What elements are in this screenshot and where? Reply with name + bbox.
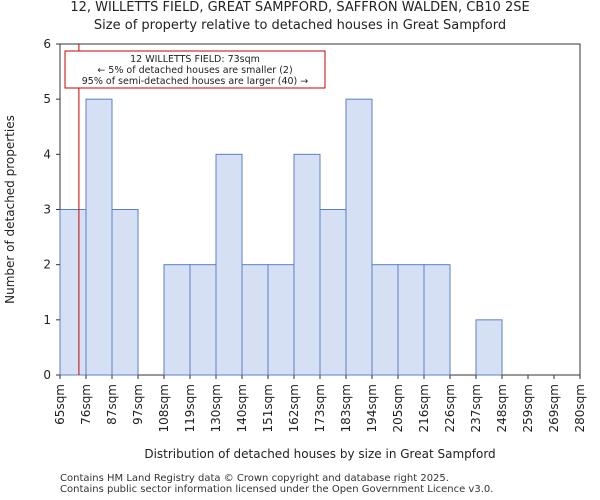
y-tick-label: 2 xyxy=(43,258,51,272)
bar-130sqm xyxy=(215,153,243,376)
x-tick-label: 248sqm xyxy=(495,384,509,432)
bar-183sqm xyxy=(345,98,373,376)
annotation-line: 95% of semi-detached houses are larger (… xyxy=(82,76,309,87)
chart-subtitle: Size of property relative to detached ho… xyxy=(93,18,507,33)
x-tick-label: 108sqm xyxy=(157,384,171,432)
x-tick-label: 194sqm xyxy=(365,384,379,432)
x-tick-label: 216sqm xyxy=(417,384,431,432)
bar-237sqm xyxy=(475,319,503,376)
x-tick-label: 259sqm xyxy=(521,384,535,432)
bar-162sqm xyxy=(293,153,321,376)
x-tick-label: 97sqm xyxy=(131,384,145,425)
bar-65sqm xyxy=(59,209,87,376)
y-tick-label: 4 xyxy=(43,147,51,161)
annotation-line: 12 WILLETTS FIELD: 73sqm xyxy=(130,54,260,65)
y-tick-label: 3 xyxy=(43,203,51,217)
x-tick-label: 280sqm xyxy=(573,384,587,432)
x-tick-label: 140sqm xyxy=(235,384,249,432)
x-tick-label: 87sqm xyxy=(105,384,119,425)
y-tick-label: 1 xyxy=(43,313,51,327)
x-tick-label: 226sqm xyxy=(443,384,457,432)
y-tick-label: 5 xyxy=(43,92,51,106)
annotation-line: ← 5% of detached houses are smaller (2) xyxy=(97,65,292,76)
histogram-chart: 0 1 2 3 4 5 6 65sqm 76sqm 87sqm 97sqm 108sqm 119sqm 1… xyxy=(3,37,587,461)
footer-line-1: Contains HM Land Registry data © Crown c… xyxy=(60,473,449,484)
bar-108sqm xyxy=(163,264,191,376)
footer-line-2: Contains public sector information licen… xyxy=(60,484,494,495)
bar-119sqm xyxy=(189,264,217,376)
bar-205sqm xyxy=(397,264,425,376)
bar-87sqm xyxy=(111,209,139,376)
y-tick-label: 0 xyxy=(43,368,51,382)
x-tick-label: 173sqm xyxy=(313,384,327,432)
x-tick-label: 205sqm xyxy=(391,384,405,432)
x-axis-label: Distribution of detached houses by size … xyxy=(144,447,495,461)
bar-216sqm xyxy=(423,264,451,376)
x-tick-label: 130sqm xyxy=(209,384,223,432)
x-tick-label: 65sqm xyxy=(53,384,67,425)
bar-76sqm xyxy=(85,98,113,376)
bar-173sqm xyxy=(319,209,347,376)
bar-140sqm xyxy=(241,264,269,376)
bar-151sqm xyxy=(267,264,295,376)
x-tick-label: 76sqm xyxy=(79,384,93,425)
y-axis-label: Number of detached properties xyxy=(3,115,17,304)
x-tick-label: 119sqm xyxy=(183,384,197,432)
y-tick-label: 6 xyxy=(43,37,51,51)
bar-194sqm xyxy=(371,264,399,376)
annotation-box xyxy=(64,50,326,89)
x-tick-label: 183sqm xyxy=(339,384,353,432)
x-tick-label: 162sqm xyxy=(287,384,301,432)
chart-title: 12, WILLETTS FIELD, GREAT SAMPFORD, SAFF… xyxy=(70,0,530,15)
x-tick-label: 151sqm xyxy=(261,384,275,432)
x-tick-label: 269sqm xyxy=(547,384,561,432)
x-tick-label: 237sqm xyxy=(469,384,483,432)
